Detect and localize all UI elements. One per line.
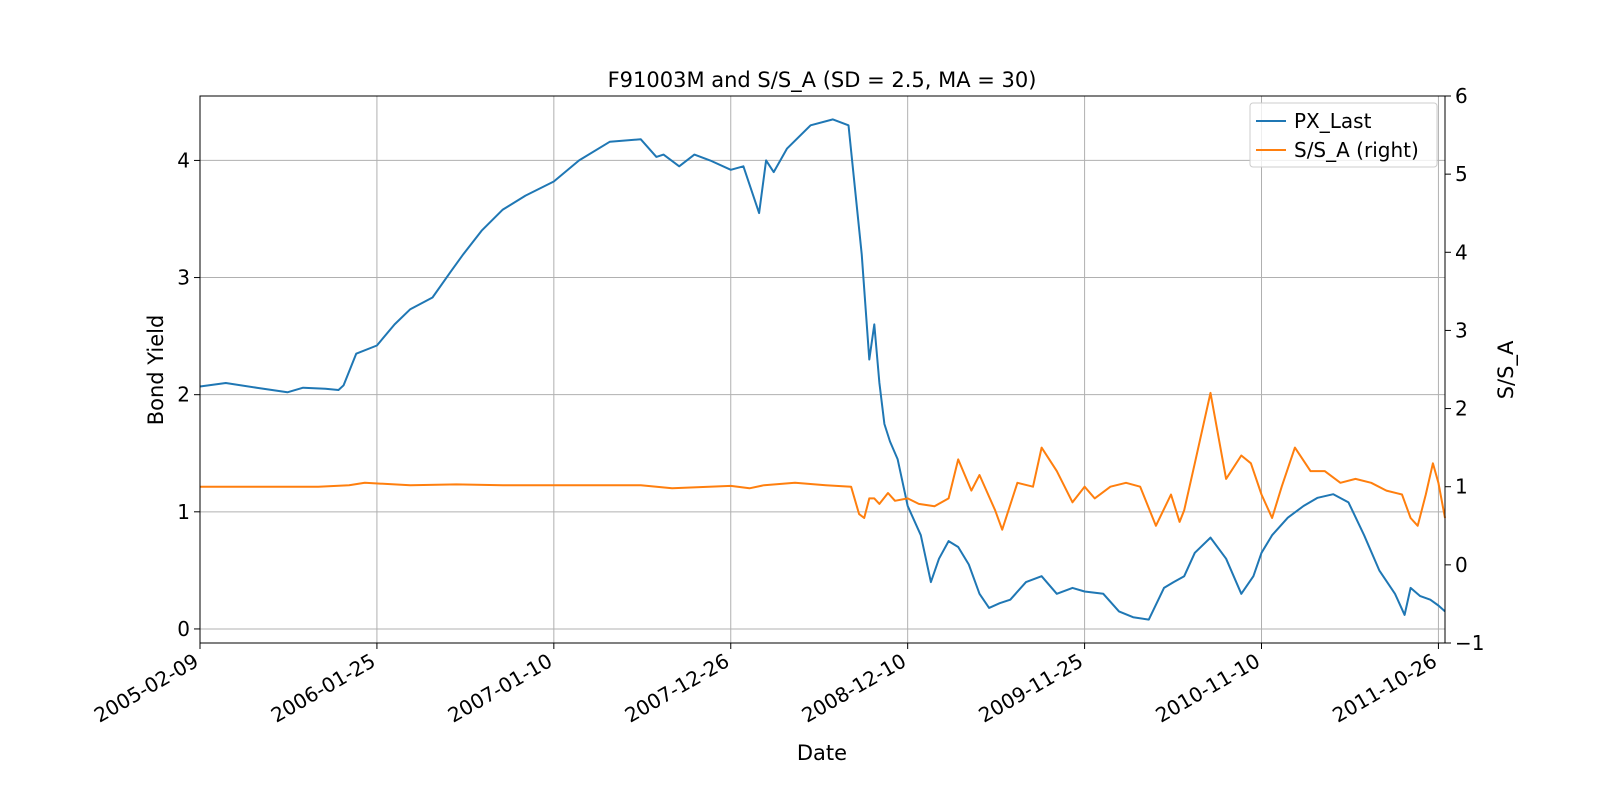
y2-tick-label: 1 bbox=[1455, 475, 1468, 499]
x-tick-label: 2006-01-25 bbox=[267, 649, 380, 728]
legend-label-ss-a: S/S_A (right) bbox=[1294, 138, 1419, 162]
y2-tick-label: 3 bbox=[1455, 318, 1468, 342]
x-tick-label: 2011-10-26 bbox=[1328, 649, 1441, 728]
legend-box bbox=[1249, 102, 1438, 168]
x-tick-label: 2010-11-10 bbox=[1151, 649, 1264, 728]
grid bbox=[199, 96, 1445, 643]
ticks: 2005-02-09 2006-01-25 2007-01-10 2007-12-26… bbox=[90, 84, 1485, 727]
y-tick-label: 0 bbox=[177, 617, 190, 641]
y2-tick-label: 0 bbox=[1455, 553, 1468, 577]
series-line-ss-a bbox=[200, 391, 1446, 531]
x-tick-label: 2007-12-26 bbox=[621, 649, 734, 728]
x-tick-label: 2005-02-09 bbox=[90, 649, 203, 728]
legend: PX_Last S/S_A (right) bbox=[1249, 102, 1438, 168]
chart-title: F91003M and S/S_A (SD = 2.5, MA = 30) bbox=[608, 68, 1037, 93]
x-tick-label: 2008-12-10 bbox=[798, 649, 911, 728]
y2-axis-label: S/S_A bbox=[1494, 340, 1519, 399]
y2-tick-label: 6 bbox=[1455, 84, 1468, 108]
legend-label-px-last: PX_Last bbox=[1294, 109, 1372, 133]
y-tick-label: 1 bbox=[177, 500, 190, 524]
plot-frame bbox=[199, 95, 1446, 644]
y-tick-label: 4 bbox=[177, 148, 190, 172]
x-tick-label: 2009-11-25 bbox=[974, 649, 1087, 728]
y2-tick-label: 4 bbox=[1455, 240, 1468, 264]
y2-tick-label: −1 bbox=[1455, 631, 1484, 655]
x-tick-label: 2007-01-10 bbox=[444, 649, 557, 728]
y2-tick-label: 5 bbox=[1455, 162, 1468, 186]
y-tick-label: 3 bbox=[177, 266, 190, 290]
y2-tick-label: 2 bbox=[1455, 397, 1468, 421]
series-layer bbox=[199, 118, 1446, 621]
y-axis-label: Bond Yield bbox=[144, 315, 168, 426]
series-line-px-last bbox=[199, 118, 1446, 621]
x-axis-label: Date bbox=[797, 741, 847, 765]
y-tick-label: 2 bbox=[177, 383, 190, 407]
